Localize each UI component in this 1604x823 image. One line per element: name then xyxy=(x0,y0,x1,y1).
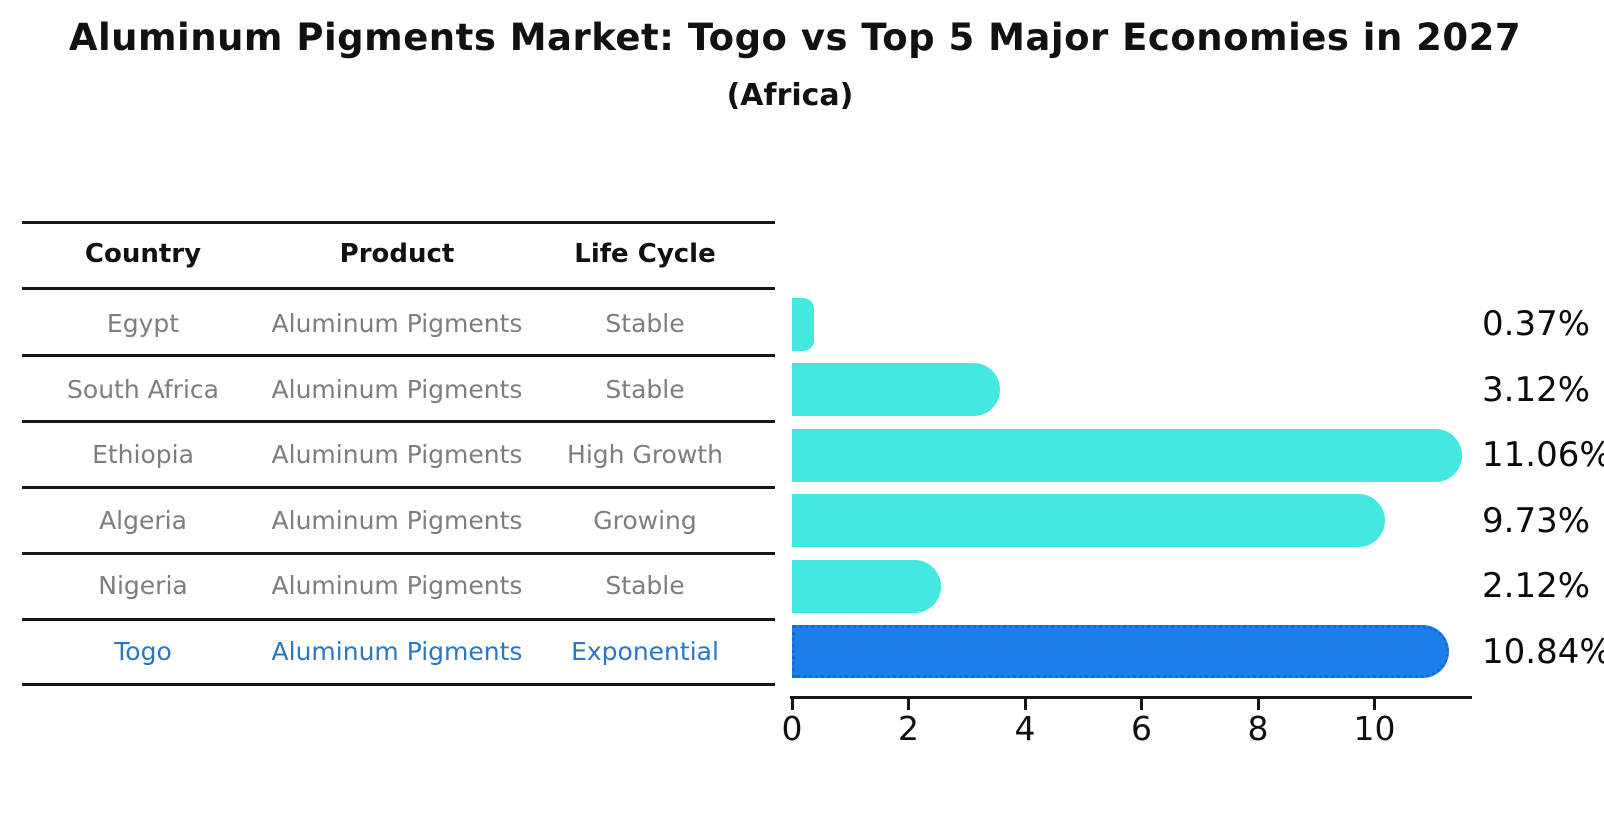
cell-country: Egypt xyxy=(106,309,180,338)
x-tick-mark xyxy=(907,697,910,710)
table-rule-line xyxy=(22,221,775,224)
x-tick-mark xyxy=(790,697,794,710)
x-tick-label: 0 xyxy=(781,709,803,748)
cell-product: Aluminum Pigments xyxy=(271,636,523,666)
cell-product: Aluminum Pigments xyxy=(271,571,523,600)
cell-country: Algeria xyxy=(99,505,187,535)
x-axis-line xyxy=(790,696,1472,699)
cell-product: Aluminum Pigments xyxy=(271,374,523,404)
table-rule-line xyxy=(22,683,775,686)
bar-togo-highlighted xyxy=(792,625,1450,678)
cell-country: Ethiopia xyxy=(92,440,194,469)
table-rule-line xyxy=(22,287,775,290)
value-label: 11.06% xyxy=(1482,435,1604,475)
x-tick-label: 8 xyxy=(1247,709,1269,748)
value-label: 3.12% xyxy=(1482,369,1591,410)
column-header-country: Country xyxy=(84,239,202,269)
chart-title: Aluminum Pigments Market: Togo vs Top 5 … xyxy=(68,16,1522,59)
cell-product: Aluminum Pigments xyxy=(271,440,523,469)
x-tick-label: 4 xyxy=(1014,709,1036,748)
table-rule-line xyxy=(22,552,775,555)
x-tick-mark xyxy=(1256,697,1260,710)
bar-ethiopia xyxy=(792,428,1463,482)
cell-life-cycle: Exponential xyxy=(571,636,719,666)
cell-country: South Africa xyxy=(67,374,219,404)
x-tick-mark xyxy=(1140,697,1143,710)
value-label: 9.73% xyxy=(1482,500,1591,541)
bar-algeria xyxy=(792,494,1385,547)
value-label: 2.12% xyxy=(1482,566,1591,606)
cell-life-cycle: Stable xyxy=(605,571,685,600)
cell-product: Aluminum Pigments xyxy=(271,505,523,535)
bar-south-africa xyxy=(792,363,1000,416)
cell-life-cycle: Stable xyxy=(605,374,685,404)
bar-egypt xyxy=(792,297,814,351)
table-rule-line xyxy=(22,420,775,423)
column-header-life-cycle: Life Cycle xyxy=(574,239,716,269)
bar-nigeria xyxy=(792,559,942,613)
chart-subtitle: (Africa) xyxy=(726,78,854,113)
cell-life-cycle: Growing xyxy=(593,505,697,535)
x-tick-mark xyxy=(1373,697,1376,710)
table-rule-line xyxy=(22,486,775,489)
x-tick-label: 10 xyxy=(1353,709,1396,748)
cell-life-cycle: Stable xyxy=(605,309,685,338)
x-tick-label: 6 xyxy=(1131,709,1152,748)
cell-product: Aluminum Pigments xyxy=(271,309,523,338)
table-rule-line xyxy=(22,354,775,357)
table-rule-line xyxy=(22,618,775,621)
cell-country: Nigeria xyxy=(98,571,188,600)
value-label: 0.37% xyxy=(1482,304,1591,344)
value-label: 10.84% xyxy=(1482,631,1604,672)
x-tick-mark xyxy=(1023,697,1027,710)
column-header-product: Product xyxy=(339,239,455,269)
x-tick-label: 2 xyxy=(898,709,919,748)
cell-country: Togo xyxy=(114,636,172,666)
cell-life-cycle: High Growth xyxy=(567,440,723,469)
